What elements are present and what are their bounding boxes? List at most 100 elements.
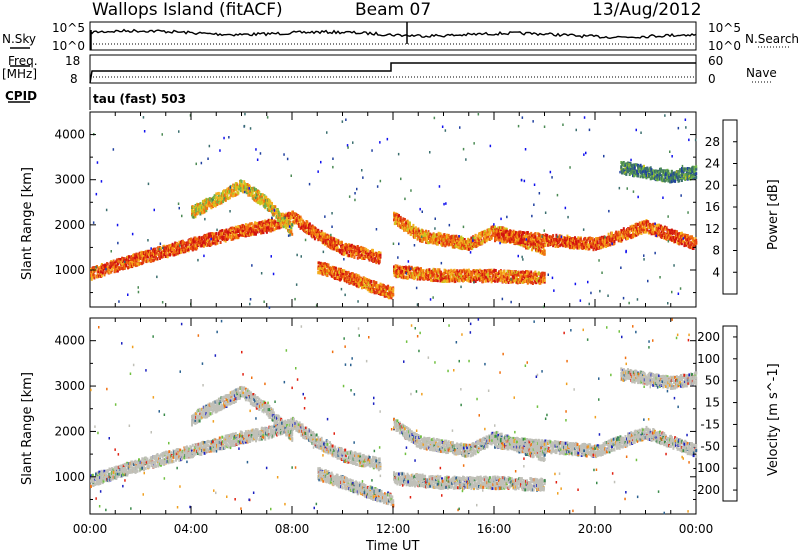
power-cell [199,202,202,206]
power-cell [250,193,253,197]
power-cell [148,253,151,257]
power-cell [281,214,284,218]
power-cell [530,270,533,274]
power-cell [108,270,111,274]
power-cell [351,272,354,276]
power-cell [216,241,219,245]
power-cell [360,247,363,251]
power-cell [173,244,176,248]
power-cell [196,246,199,250]
power-cell [333,273,336,277]
power-cell [332,239,335,243]
power-cell [116,258,119,262]
power-cell [135,252,138,256]
power-cell [374,283,377,287]
power-cell [379,251,382,255]
power-cell [142,260,145,264]
power-cell [207,243,209,247]
power-cell [144,253,147,257]
power-cell [191,212,193,216]
power-cell [260,193,262,197]
power-cell [308,222,311,226]
power-cell [353,255,356,259]
power-cell [207,232,210,236]
power-cell [325,239,328,243]
power-cell [260,194,263,198]
power-cell [217,191,220,195]
power-cell [196,211,199,215]
power-cell [378,260,381,264]
power-cell [349,244,352,248]
power-cell [377,251,380,254]
power-cell [175,246,177,250]
power-cell [370,279,373,283]
power-cell [249,222,252,226]
power-cell [228,233,231,237]
power-cell [385,294,388,298]
nsky-strip-frame [89,21,697,51]
power-cell [331,265,334,269]
power-cell [352,253,355,256]
power-cell [312,232,315,236]
power-cell [172,246,175,250]
power-cell [327,239,330,243]
power-cell [405,221,408,225]
power-cell [540,242,543,246]
power-cell [239,230,242,234]
power-cell [149,254,152,258]
power-cell [150,252,153,256]
power-cell [345,273,348,277]
power-cell [221,235,224,238]
power-cell [317,271,320,275]
power-cell [256,226,259,230]
power-cell [233,233,236,237]
power-cell [242,190,245,194]
power-cell [281,212,284,216]
power-cell [198,235,201,239]
power-cell [326,270,329,274]
power-cell [414,276,416,280]
power-cell [375,251,378,255]
power-cell [544,243,547,247]
power-cell [194,215,197,219]
power-cell [285,226,288,230]
power-cell [137,252,140,256]
power-cell [201,206,204,209]
power-cell [264,205,267,209]
power-cell [192,215,195,219]
power-cell [319,269,322,273]
power-cell [189,240,192,244]
power-cell [268,209,271,212]
power-cell [215,232,218,235]
power-cell [284,224,287,228]
power-cell [288,220,291,224]
power-cell [365,247,368,251]
power-cell [340,252,343,256]
power-cell [270,227,273,231]
power-cell [232,194,235,198]
power-cell [90,273,93,277]
power-cell [282,225,285,229]
power-cell [409,233,412,236]
power-cell [302,219,305,223]
power-cell [174,241,177,245]
power-cell [259,195,262,199]
power-cell [219,241,222,244]
power-cell [333,237,336,241]
power-cell [164,255,167,258]
power-cell [257,201,260,205]
power-cell [264,225,267,229]
power-cell [291,232,294,236]
power-cell [101,271,104,275]
power-cell [325,262,328,266]
power-cell [108,269,111,273]
power-cell [144,258,147,262]
power-cell [283,218,286,222]
power-cell [260,231,263,235]
power-cell [274,220,277,224]
power-cell [317,228,320,232]
power-cell [269,203,272,207]
power-cell [214,242,217,246]
power-cell [236,183,239,187]
power-cell [216,203,219,206]
